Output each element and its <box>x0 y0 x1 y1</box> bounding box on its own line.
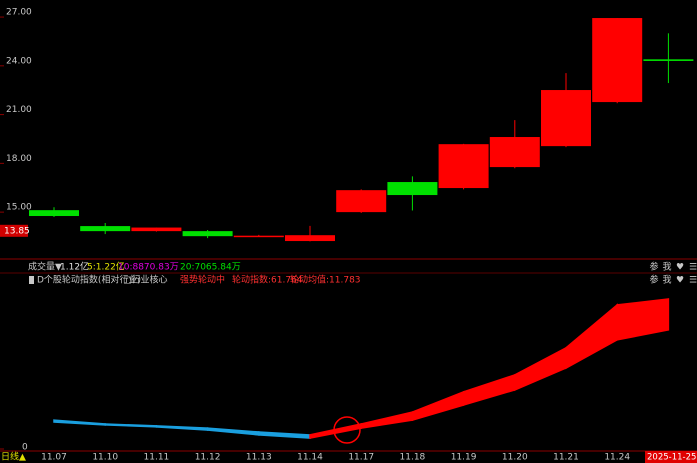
x-tick-label: 11.18 <box>400 453 426 463</box>
candle-body <box>336 190 387 213</box>
candle-body <box>541 90 591 147</box>
y-tick-label: 27.00 <box>6 8 32 18</box>
indicator-mean-label: 轮动均值:11.783 <box>290 274 361 286</box>
y-tick-label: 24.00 <box>6 56 32 66</box>
y-tick-label: 15.00 <box>6 203 32 213</box>
y-tick-label: 21.00 <box>6 105 32 115</box>
price-marker-box <box>0 224 28 237</box>
candle-body <box>489 137 540 168</box>
tool-button[interactable]: ☰ <box>689 263 697 273</box>
indicator-status: 强势轮动中 <box>180 274 225 286</box>
indicator-option: □行业核心 <box>123 274 168 286</box>
tool-button[interactable]: 我 <box>662 262 671 273</box>
candle-body <box>182 231 233 237</box>
candle-body <box>29 210 79 217</box>
indicator-title: D个股轮动指数(相对行业) <box>37 274 141 286</box>
tool-button[interactable]: ♥ <box>676 263 684 273</box>
tool-button[interactable]: 参 <box>649 261 658 273</box>
y-tick-label: 0 <box>22 443 28 453</box>
y-tick-label: 18.00 <box>6 154 32 164</box>
x-tick-label: 11.17 <box>348 453 374 463</box>
x-tick-label: 11.10 <box>92 453 118 463</box>
candle-body <box>285 235 335 242</box>
tool-button[interactable]: ♥ <box>676 276 684 286</box>
x-tick-label: 11.11 <box>144 453 170 463</box>
cursor-date-box <box>645 451 697 463</box>
tool-button[interactable]: 我 <box>662 275 671 286</box>
x-tick-label: 11.19 <box>451 453 477 463</box>
x-tick-label: 11.13 <box>246 453 272 463</box>
x-tick-label: 11.20 <box>502 453 528 463</box>
candle-body <box>387 182 438 196</box>
x-tick-label: 11.12 <box>195 453 221 463</box>
period-label: 日线▲ <box>1 451 26 463</box>
volume-label: 成交量▼ <box>28 261 62 273</box>
candle-body <box>438 144 489 189</box>
candle-body <box>131 227 182 232</box>
x-tick-label: 11.07 <box>41 453 67 463</box>
volume-volume: 1.12亿 <box>60 261 89 273</box>
tool-button[interactable]: ☰ <box>689 276 697 286</box>
volume-ma5: 5:1.22亿 <box>87 261 125 273</box>
price-marker: 13.85 <box>4 226 30 236</box>
indicator-icon <box>29 276 34 284</box>
candle-body <box>592 18 643 103</box>
volume-ma20: 20:7065.84万 <box>180 263 241 273</box>
x-tick-label: 11.14 <box>297 453 323 463</box>
x-tick-label: 11.21 <box>553 453 579 463</box>
candle-body <box>643 59 694 61</box>
volume-ma10: 10:8870.83万 <box>118 263 179 273</box>
band-segment <box>616 298 670 341</box>
cursor-date: 2025-11-25 三 <box>647 453 697 463</box>
tool-button[interactable]: 参 <box>649 274 658 286</box>
candle-body <box>233 235 284 238</box>
candle-body <box>80 226 131 232</box>
indicator-index-label: 轮动指数:61.764 <box>232 274 303 286</box>
x-tick-label: 11.24 <box>604 453 630 463</box>
